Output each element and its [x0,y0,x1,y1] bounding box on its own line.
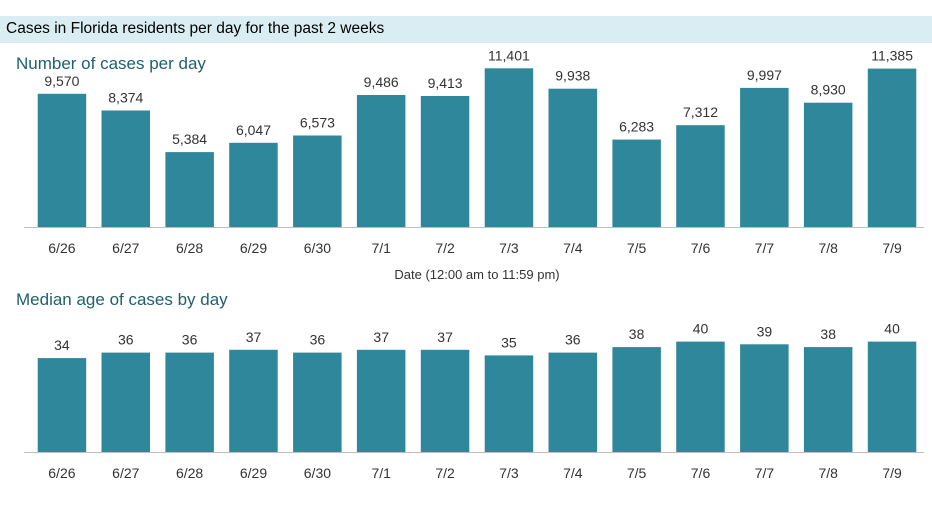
x-tick-label: 7/6 [691,240,711,256]
x-tick-label: 7/2 [435,465,455,481]
x-tick-label: 7/7 [755,240,775,256]
x-tick-label: 6/27 [112,465,139,481]
value-label: 6,283 [619,119,654,135]
bar-7-3 [484,355,534,452]
x-tick-label: 6/27 [112,240,139,256]
x-tick-label: 7/1 [371,240,391,256]
value-label: 36 [118,332,134,348]
bar-7-3 [484,68,534,227]
bar-7-7 [740,344,789,452]
value-label: 6,047 [236,122,271,138]
value-label: 34 [54,337,70,353]
bar-7-5 [612,347,661,452]
value-label: 38 [820,326,836,342]
value-label: 35 [501,334,517,350]
bar-6-27 [101,110,150,227]
value-label: 40 [884,321,900,337]
value-label: 37 [246,329,262,345]
bar-7-8 [803,347,853,452]
bar-6-26 [37,93,87,227]
bar-6-29 [229,349,278,452]
x-tick-label: 6/29 [240,465,267,481]
x-tick-label: 7/5 [627,465,647,481]
x-tick-label: 6/29 [240,240,267,256]
x-tick-label: 6/28 [176,240,203,256]
x-tick-label: 6/30 [304,465,331,481]
bar-6-26 [37,358,87,452]
x-tick-label: 7/8 [818,240,838,256]
value-label: 5,384 [172,131,207,147]
bar-7-4 [548,88,597,227]
bar-6-28 [165,352,214,452]
bar-6-29 [229,142,278,227]
page-title: Cases in Florida residents per day for t… [6,20,385,37]
value-label: 8,930 [811,82,846,98]
value-label: 9,570 [44,73,79,89]
value-label: 39 [757,323,773,339]
bar-7-5 [612,139,661,227]
value-label: 9,413 [428,75,463,91]
value-label: 11,385 [871,48,913,64]
value-label: 36 [310,332,326,348]
bar-7-4 [548,352,597,452]
value-label: 6,573 [300,115,335,131]
x-tick-label: 7/3 [499,465,519,481]
x-tick-label: 7/9 [882,465,902,481]
value-label: 36 [182,332,198,348]
value-label: 40 [693,321,709,337]
x-tick-label: 7/5 [627,240,647,256]
bar-7-2 [420,349,470,452]
cases-chart: 9,570 6/26 8,374 6/27 5,384 6/28 6,047 6/29 6,57… [24,47,924,282]
bar-7-9 [867,341,917,452]
value-label: 9,997 [747,67,782,83]
bar-6-30 [293,135,342,227]
bar-7-9 [867,68,917,227]
x-tick-label: 7/2 [435,240,455,256]
x-tick-label: 6/26 [48,465,75,481]
value-label: 7,312 [683,104,718,120]
value-label: 36 [565,332,581,348]
value-label: 9,938 [555,68,590,84]
bar-7-7 [740,87,789,228]
x-tick-label: 7/6 [691,465,711,481]
header-bar: Cases in Florida residents per day for t… [0,16,932,43]
x-axis-title: Date (12:00 am to 11:59 pm) [394,267,559,282]
bar-6-30 [293,352,342,452]
value-label: 8,374 [108,90,143,106]
x-tick-label: 7/1 [371,465,391,481]
x-tick-label: 7/7 [755,465,775,481]
bar-7-8 [803,102,853,227]
x-tick-label: 6/30 [304,240,331,256]
cases-chart-title: Number of cases per day [16,54,206,73]
x-tick-label: 6/26 [48,240,75,256]
bar-7-6 [676,341,725,452]
bar-7-1 [356,349,406,452]
x-tick-label: 7/9 [882,240,902,256]
value-label: 38 [629,326,645,342]
value-label: 37 [437,329,453,345]
x-tick-label: 7/4 [563,240,583,256]
x-tick-label: 7/3 [499,240,519,256]
value-label: 37 [373,329,389,345]
x-tick-label: 6/28 [176,465,203,481]
x-tick-label: 7/8 [818,465,838,481]
median-age-chart-title: Median age of cases by day [16,290,228,309]
bar-6-27 [101,352,150,452]
value-label: 9,486 [364,74,399,90]
bar-7-1 [356,95,406,227]
bar-6-28 [165,152,214,227]
bar-7-2 [420,96,470,227]
bar-7-6 [676,125,725,227]
median-age-chart: 34 6/26 36 6/27 36 6/28 37 6/29 36 6/30 37 7/1 37 7/2… [24,321,924,481]
value-label: 11,401 [488,47,530,63]
x-tick-label: 7/4 [563,465,583,481]
